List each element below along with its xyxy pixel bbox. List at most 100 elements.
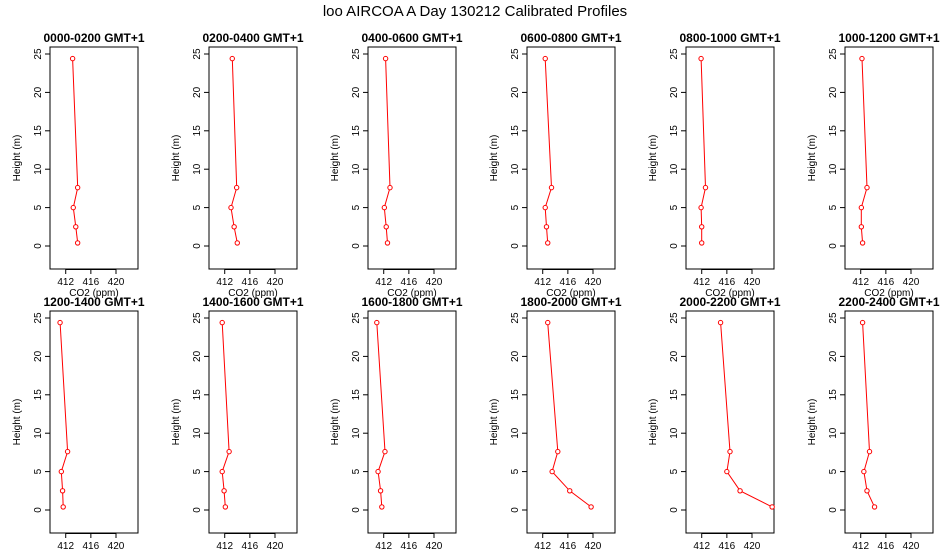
data-point <box>58 468 65 475</box>
x-tick-label: 420 <box>108 277 125 288</box>
x-tick-label: 420 <box>903 541 920 550</box>
x-tick-label: 420 <box>585 541 602 550</box>
data-point <box>698 204 704 211</box>
y-axis-label: Height (m) <box>807 399 818 446</box>
data-point <box>377 488 384 494</box>
y-tick-label: 15 <box>33 125 44 137</box>
y-tick-label: 0 <box>351 507 362 513</box>
y-tick-label: 10 <box>192 163 203 175</box>
y-tick-label: 10 <box>351 427 362 439</box>
y-tick-label: 20 <box>510 350 521 362</box>
profile-line <box>720 322 773 508</box>
profile-line <box>860 58 868 243</box>
panel-title: 0600-0800 GMT+1 <box>520 31 621 45</box>
panel-title: 0800-1000 GMT+1 <box>679 31 780 45</box>
y-tick-label: 10 <box>192 427 203 439</box>
x-axis-label: CO2 (ppm) <box>546 288 595 299</box>
x-axis-label: CO2 (ppm) <box>864 288 913 299</box>
y-tick-label: 25 <box>192 312 203 324</box>
panel-title: 0400-0600 GMT+1 <box>361 31 462 45</box>
data-point <box>859 319 866 326</box>
y-tick-label: 25 <box>669 312 680 324</box>
x-tick-label: 420 <box>903 277 920 288</box>
profile-line <box>221 322 230 507</box>
y-tick-label: 20 <box>192 86 203 98</box>
profile-line <box>544 58 553 243</box>
panel-title: 2200-2400 GMT+1 <box>838 295 939 309</box>
profile-line <box>547 322 592 508</box>
y-tick-label: 20 <box>351 86 362 98</box>
plot-frame <box>526 46 616 270</box>
y-tick-label: 15 <box>351 389 362 401</box>
panel-title: 1200-1400 GMT+1 <box>43 295 144 309</box>
data-point <box>699 240 705 246</box>
profile-line <box>862 322 875 508</box>
y-tick-label: 20 <box>828 86 839 98</box>
y-tick-label: 0 <box>192 507 203 513</box>
x-tick-label: 412 <box>216 277 233 288</box>
data-point <box>864 488 870 494</box>
data-point <box>727 448 733 455</box>
y-tick-label: 25 <box>669 48 680 60</box>
y-tick-label: 0 <box>33 507 44 513</box>
data-point <box>70 204 76 211</box>
figure-title: loo AIRCOA A Day 130212 Calibrated Profi… <box>323 3 627 20</box>
x-tick-label: 416 <box>83 541 100 550</box>
x-tick-label: 416 <box>242 541 259 550</box>
y-tick-label: 20 <box>669 350 680 362</box>
x-tick-label: 412 <box>534 277 551 288</box>
y-tick-label: 25 <box>510 48 521 60</box>
profile-line <box>59 322 69 507</box>
plot-frame <box>367 46 457 270</box>
data-point <box>234 240 240 246</box>
y-tick-label: 25 <box>192 48 203 60</box>
data-point <box>861 468 867 475</box>
y-tick-label: 15 <box>351 125 362 137</box>
y-tick-label: 25 <box>828 312 839 324</box>
y-tick-label: 25 <box>33 312 44 324</box>
profile-line <box>72 58 79 243</box>
y-tick-label: 15 <box>33 389 44 401</box>
y-tick-label: 20 <box>33 86 44 98</box>
x-tick-label: 420 <box>267 541 284 550</box>
x-tick-label: 416 <box>878 277 895 288</box>
y-axis-label: Height (m) <box>807 135 818 182</box>
y-tick-label: 5 <box>669 204 680 210</box>
x-tick-label: 420 <box>426 277 443 288</box>
y-axis-label: Height (m) <box>12 399 23 446</box>
y-tick-label: 20 <box>192 350 203 362</box>
y-axis-label: Height (m) <box>330 399 341 446</box>
y-tick-label: 10 <box>669 427 680 439</box>
data-point <box>59 488 66 494</box>
data-point <box>387 184 393 191</box>
y-tick-label: 5 <box>510 204 521 210</box>
y-tick-label: 0 <box>669 243 680 249</box>
y-tick-label: 10 <box>33 427 44 439</box>
x-tick-label: 420 <box>585 277 602 288</box>
y-tick-label: 5 <box>828 468 839 474</box>
data-point <box>222 504 229 510</box>
y-tick-label: 20 <box>351 350 362 362</box>
y-tick-label: 25 <box>510 312 521 324</box>
data-point <box>702 184 709 191</box>
x-tick-label: 412 <box>534 541 551 550</box>
y-tick-label: 10 <box>351 163 362 175</box>
y-tick-label: 10 <box>828 427 839 439</box>
panel-title: 0200-0400 GMT+1 <box>202 31 303 45</box>
data-point <box>382 448 388 455</box>
x-tick-label: 412 <box>852 541 869 550</box>
y-tick-label: 20 <box>33 350 44 362</box>
data-point <box>57 319 63 326</box>
y-tick-label: 25 <box>828 48 839 60</box>
data-point <box>769 504 775 510</box>
data-point <box>374 319 380 326</box>
